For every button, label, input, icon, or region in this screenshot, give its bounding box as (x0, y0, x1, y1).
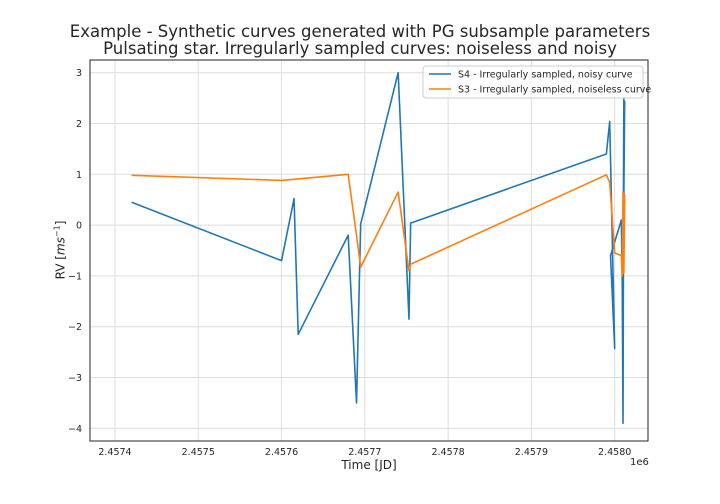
x-tick-label: 2.4579 (515, 447, 548, 458)
y-tick-label: 3 (76, 68, 82, 79)
y-tick-label: −3 (68, 373, 82, 384)
x-tick-label: 2.4576 (265, 447, 298, 458)
x-axis-label: Time [JD] (341, 458, 397, 472)
axes-frame (89, 59, 649, 442)
y-tick-label: −1 (68, 271, 82, 282)
legend-box (422, 65, 644, 99)
x-tick-label: 2.4575 (182, 447, 215, 458)
y-axis-label-exponent: −1 (52, 225, 62, 238)
x-tick-label: 2.4577 (348, 447, 381, 458)
series-line-s4-noisy (131, 71, 626, 425)
y-tick-label: −2 (68, 322, 82, 333)
series-line-s3-noiseless (131, 173, 626, 277)
grid-lines (90, 60, 648, 441)
legend-label-s4: S4 - Irregularly sampled, noisy curve (458, 70, 633, 81)
y-axis-label: RV [ms−1] (53, 221, 68, 280)
y-axis-label-suffix: ] (53, 220, 68, 226)
chart-subtitle: Pulsating star. Irregularly sampled curv… (103, 39, 617, 58)
x-tick-label: 2.4578 (431, 447, 464, 458)
y-axis-label-unit: ms (53, 237, 68, 256)
x-tick-label: 2.4574 (98, 447, 131, 458)
y-tick-label: −4 (68, 424, 82, 435)
tick-labels: 2.4574 2.4575 2.4576 2.4577 2.4578 2.4579 2.45… (68, 68, 631, 458)
y-axis-label-prefix: RV [ (53, 255, 68, 280)
legend-label-s3: S3 - Irregularly sampled, noiseless curv… (458, 85, 651, 96)
series-lines (131, 71, 626, 425)
x-axis-offset-text: 1e6 (630, 457, 649, 468)
y-tick-label: 1 (76, 170, 82, 181)
y-tick-label: 2 (76, 119, 82, 130)
chart-title: Example - Synthetic curves generated wit… (69, 22, 651, 41)
legend: S4 - Irregularly sampled, noisy curve S3… (422, 65, 651, 99)
x-tick-label: 2.4580 (598, 447, 631, 458)
y-tick-label: 0 (76, 221, 82, 232)
